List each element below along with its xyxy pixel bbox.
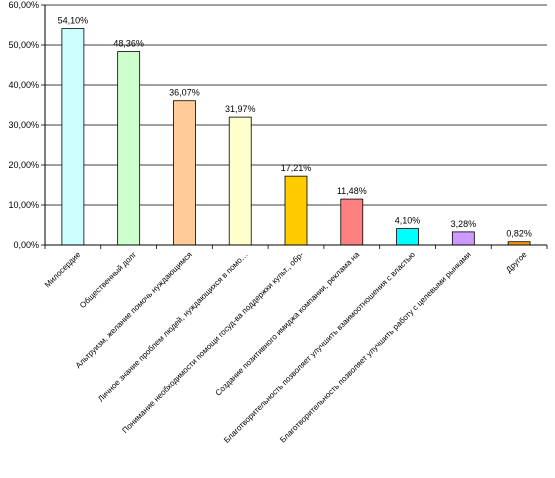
bar — [340, 198, 364, 246]
bar — [228, 116, 252, 246]
y-tick-label: 60,00% — [8, 0, 39, 10]
data-label: 54,10% — [58, 16, 89, 26]
data-label: 11,48% — [337, 186, 367, 196]
y-tick-label: 40,00% — [8, 80, 39, 90]
category-label: Благотворительность позволяет улучшить р… — [278, 250, 473, 445]
category-label: Милосердие — [43, 250, 83, 290]
bar — [396, 228, 419, 246]
y-tick-label: 20,00% — [8, 160, 39, 170]
data-label: 17,21% — [281, 163, 312, 173]
bar — [451, 231, 475, 246]
category-label: Благотворительность позволяет улучшить в… — [222, 250, 417, 445]
y-tick-label: 0,00% — [13, 240, 39, 250]
data-label: 48,36% — [113, 39, 144, 49]
bar — [117, 51, 141, 246]
data-label: 3,28% — [451, 219, 477, 229]
data-label: 31,97% — [225, 104, 256, 114]
y-tick-label: 50,00% — [8, 40, 39, 50]
bars — [44, 28, 548, 249]
category-label: Альтруизм, желание помочь нуждающимся — [74, 250, 194, 370]
y-tick-label: 30,00% — [8, 120, 39, 130]
axes — [44, 5, 547, 246]
data-label: 0,82% — [506, 229, 532, 239]
data-labels: 54,10% 48,36% 36,07% 31,97% 17,21% 11,48% 4,10… — [58, 16, 532, 239]
y-axis-tick-labels: 0,00% 10,00% 20,00% 30,00% 40,00% 50,00% 60,00… — [8, 0, 39, 250]
data-label: 36,07% — [169, 88, 200, 98]
category-label: Другое — [504, 250, 529, 275]
category-label: Общественный долг — [78, 250, 138, 310]
bar — [173, 100, 196, 246]
category-label: Понимание необходимости помощи госуд-ва … — [120, 250, 305, 435]
bar — [284, 175, 308, 246]
bar — [61, 28, 85, 246]
data-label: 4,10% — [395, 216, 421, 226]
y-tick-label: 10,00% — [8, 200, 39, 210]
